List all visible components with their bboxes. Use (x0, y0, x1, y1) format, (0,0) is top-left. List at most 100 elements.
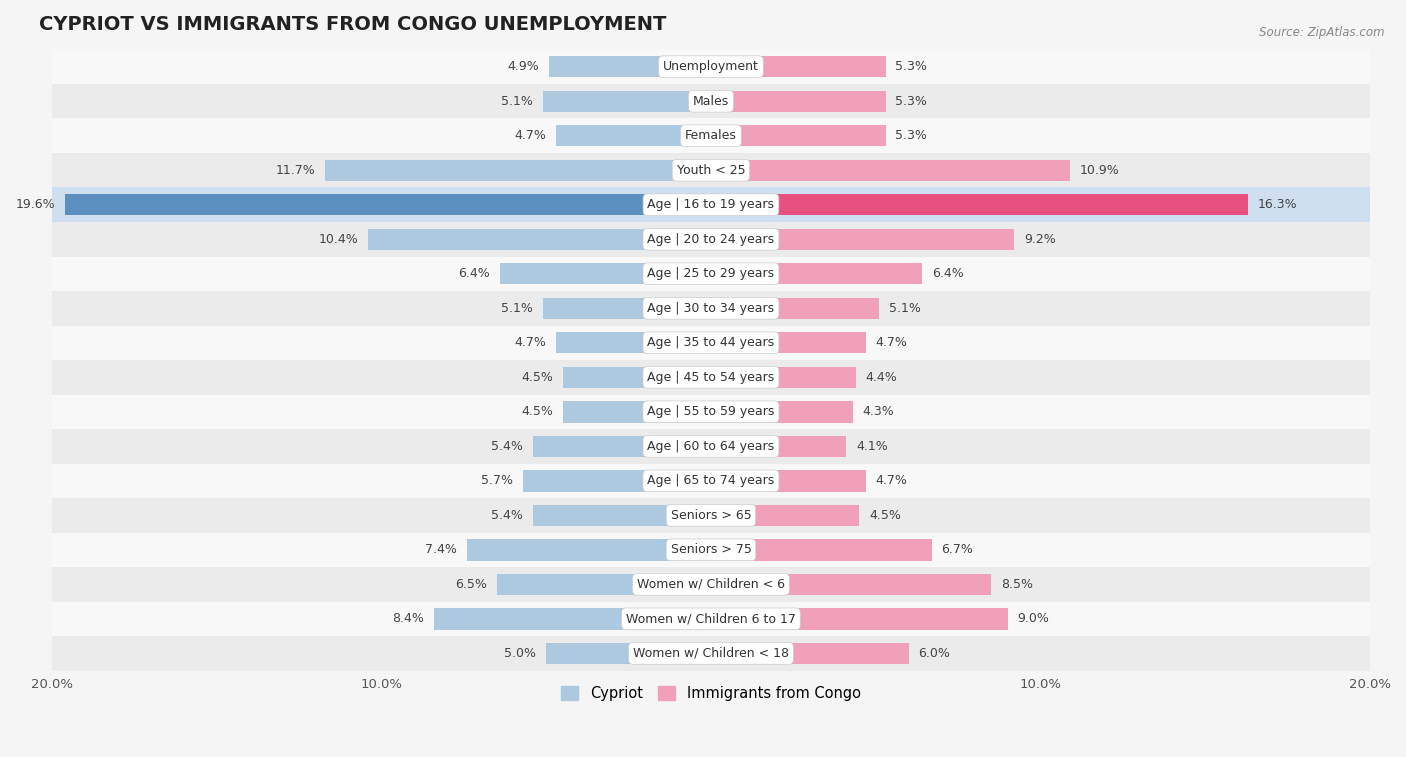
Bar (711, 332, 866, 354)
Text: 5.3%: 5.3% (896, 61, 928, 73)
Bar (434, 608, 711, 630)
Text: 5.4%: 5.4% (491, 440, 523, 453)
Bar (52, 257, 1369, 291)
Text: 8.4%: 8.4% (392, 612, 425, 625)
Text: 9.2%: 9.2% (1024, 232, 1056, 246)
Bar (52, 188, 1369, 222)
Text: Males: Males (693, 95, 730, 107)
Bar (711, 263, 922, 285)
Text: Age | 65 to 74 years: Age | 65 to 74 years (647, 475, 775, 488)
Bar (52, 360, 1369, 394)
Bar (52, 463, 1369, 498)
Text: Women w/ Children < 6: Women w/ Children < 6 (637, 578, 785, 591)
Text: 10.9%: 10.9% (1080, 164, 1119, 176)
Bar (711, 125, 886, 146)
Text: Age | 25 to 29 years: Age | 25 to 29 years (647, 267, 775, 280)
Text: 5.1%: 5.1% (501, 95, 533, 107)
Bar (368, 229, 711, 250)
Bar (496, 574, 711, 595)
Text: Age | 20 to 24 years: Age | 20 to 24 years (647, 232, 775, 246)
Text: 6.5%: 6.5% (456, 578, 486, 591)
Bar (52, 188, 1369, 222)
Text: 4.7%: 4.7% (876, 336, 908, 349)
Text: 4.5%: 4.5% (520, 405, 553, 419)
Text: Seniors > 75: Seniors > 75 (671, 544, 751, 556)
Bar (711, 366, 856, 388)
Text: Seniors > 65: Seniors > 65 (671, 509, 751, 522)
Bar (52, 602, 1369, 636)
Bar (52, 533, 1369, 567)
Bar (533, 435, 711, 457)
Bar (543, 298, 711, 319)
Bar (52, 118, 1369, 153)
Bar (711, 229, 1014, 250)
Bar (546, 643, 711, 664)
Text: 5.3%: 5.3% (896, 95, 928, 107)
Text: 7.4%: 7.4% (426, 544, 457, 556)
Text: 5.3%: 5.3% (896, 129, 928, 142)
Text: Age | 30 to 34 years: Age | 30 to 34 years (647, 302, 775, 315)
Text: 5.1%: 5.1% (501, 302, 533, 315)
Text: 10.4%: 10.4% (319, 232, 359, 246)
Bar (52, 636, 1369, 671)
Bar (52, 291, 1369, 326)
Text: Youth < 25: Youth < 25 (676, 164, 745, 176)
Bar (557, 125, 711, 146)
Text: 4.7%: 4.7% (876, 475, 908, 488)
Bar (711, 574, 991, 595)
Text: 4.7%: 4.7% (515, 129, 546, 142)
Text: Age | 35 to 44 years: Age | 35 to 44 years (647, 336, 775, 349)
Bar (562, 366, 711, 388)
Text: 5.0%: 5.0% (505, 647, 536, 660)
Legend: Cypriot, Immigrants from Congo: Cypriot, Immigrants from Congo (555, 681, 866, 707)
Text: 5.4%: 5.4% (491, 509, 523, 522)
Bar (711, 539, 932, 560)
Bar (557, 332, 711, 354)
Text: Age | 45 to 54 years: Age | 45 to 54 years (647, 371, 775, 384)
Text: Females: Females (685, 129, 737, 142)
Bar (543, 91, 711, 112)
Bar (523, 470, 711, 491)
Bar (52, 84, 1369, 118)
Text: 19.6%: 19.6% (15, 198, 55, 211)
Bar (711, 470, 866, 491)
Bar (52, 567, 1369, 602)
Text: Age | 55 to 59 years: Age | 55 to 59 years (647, 405, 775, 419)
Text: Women w/ Children 6 to 17: Women w/ Children 6 to 17 (626, 612, 796, 625)
Bar (52, 153, 1369, 188)
Bar (52, 222, 1369, 257)
Bar (711, 91, 886, 112)
Text: 6.4%: 6.4% (932, 267, 963, 280)
Bar (562, 401, 711, 422)
Text: 16.3%: 16.3% (1258, 198, 1298, 211)
Text: Women w/ Children < 18: Women w/ Children < 18 (633, 647, 789, 660)
Text: 9.0%: 9.0% (1018, 612, 1049, 625)
Bar (711, 56, 886, 77)
Text: 4.5%: 4.5% (869, 509, 901, 522)
Bar (533, 505, 711, 526)
Bar (52, 326, 1369, 360)
Text: 6.7%: 6.7% (942, 544, 973, 556)
Text: 6.4%: 6.4% (458, 267, 491, 280)
Text: 11.7%: 11.7% (276, 164, 315, 176)
Text: CYPRIOT VS IMMIGRANTS FROM CONGO UNEMPLOYMENT: CYPRIOT VS IMMIGRANTS FROM CONGO UNEMPLO… (39, 15, 666, 34)
Bar (711, 298, 879, 319)
Text: 8.5%: 8.5% (1001, 578, 1033, 591)
Text: Age | 60 to 64 years: Age | 60 to 64 years (647, 440, 775, 453)
Text: Unemployment: Unemployment (664, 61, 759, 73)
Bar (711, 643, 908, 664)
Bar (711, 401, 852, 422)
Bar (467, 539, 711, 560)
Text: 4.5%: 4.5% (520, 371, 553, 384)
Text: 4.7%: 4.7% (515, 336, 546, 349)
Text: 6.0%: 6.0% (918, 647, 950, 660)
Text: 5.1%: 5.1% (889, 302, 921, 315)
Bar (711, 608, 1008, 630)
Bar (52, 394, 1369, 429)
Text: 4.1%: 4.1% (856, 440, 887, 453)
Bar (501, 263, 711, 285)
Text: 4.9%: 4.9% (508, 61, 540, 73)
Bar (52, 498, 1369, 533)
Bar (325, 160, 711, 181)
Bar (711, 435, 846, 457)
